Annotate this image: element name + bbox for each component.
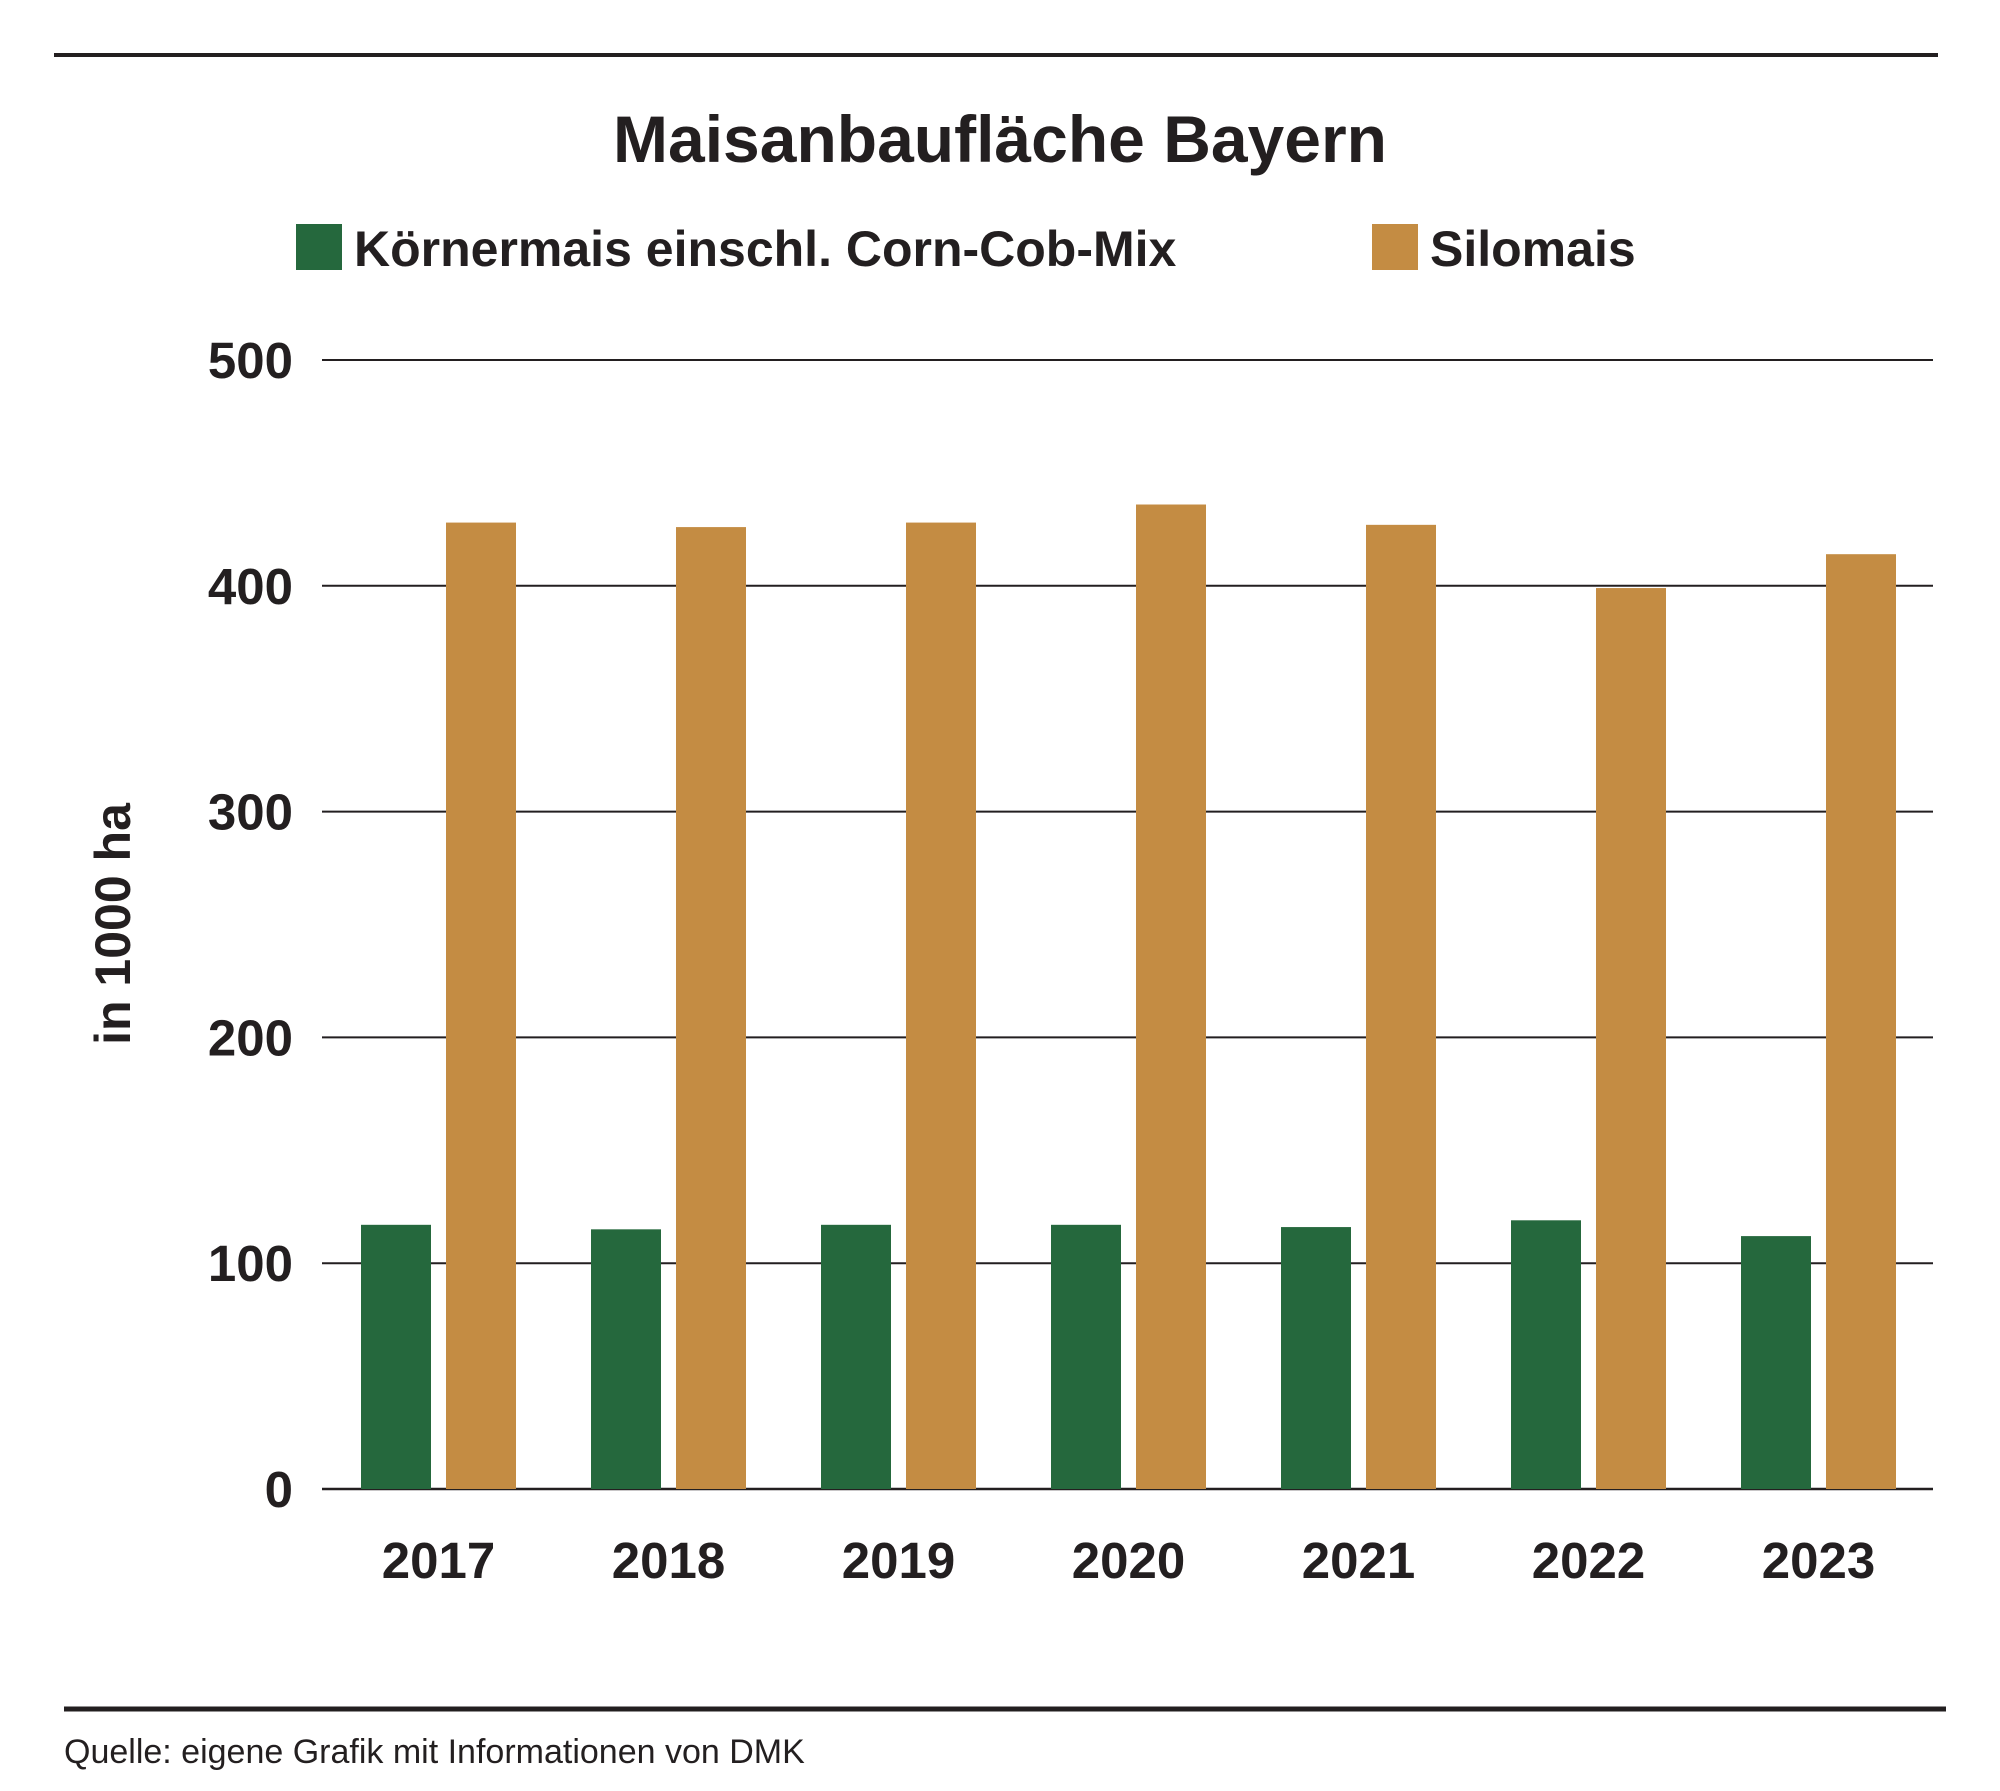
bar-koernermais-2017 xyxy=(361,1224,431,1489)
bar-silomais-2023 xyxy=(1826,554,1896,1489)
y-tick-label-300: 300 xyxy=(208,784,293,841)
bar-silomais-2020 xyxy=(1136,504,1206,1490)
bar-koernermais-2019 xyxy=(821,1224,891,1489)
x-axis-ticks: 2017 2018 2019 2020 2021 2022 2023 xyxy=(382,1532,1875,1589)
bar-silomais-2018 xyxy=(676,527,746,1489)
bar-koernermais-2023 xyxy=(1741,1236,1811,1489)
bar-koernermais-2020 xyxy=(1051,1224,1121,1489)
legend-swatch-koernermais xyxy=(296,224,342,270)
y-tick-label-0: 0 xyxy=(265,1461,293,1518)
y-axis-label: in 1000 ha xyxy=(85,802,141,1045)
bar-koernermais-2022 xyxy=(1511,1220,1581,1489)
legend-swatch-silomais xyxy=(1372,224,1418,270)
legend-label-silomais: Silomais xyxy=(1430,221,1636,277)
x-tick-label-2017: 2017 xyxy=(382,1532,495,1589)
chart-title: Maisanbaufläche Bayern xyxy=(613,102,1387,176)
bar-silomais-2017 xyxy=(446,522,516,1489)
bar-koernermais-2021 xyxy=(1281,1227,1351,1489)
legend-label-koernermais: Körnermais einschl. Corn-Cob-Mix xyxy=(354,221,1177,277)
x-tick-label-2023: 2023 xyxy=(1762,1532,1875,1589)
bars xyxy=(361,504,1896,1490)
y-tick-label-500: 500 xyxy=(208,332,293,389)
legend: Körnermais einschl. Corn-Cob-Mix Silomai… xyxy=(296,221,1636,277)
x-tick-label-2022: 2022 xyxy=(1532,1532,1645,1589)
x-tick-label-2019: 2019 xyxy=(842,1532,955,1589)
gridlines xyxy=(322,359,1933,1491)
x-tick-label-2020: 2020 xyxy=(1072,1532,1185,1589)
bar-silomais-2019 xyxy=(906,522,976,1489)
y-tick-label-400: 400 xyxy=(208,558,293,615)
x-tick-label-2021: 2021 xyxy=(1302,1532,1415,1589)
bar-silomais-2022 xyxy=(1596,588,1666,1489)
bar-silomais-2021 xyxy=(1366,524,1436,1489)
source-note: Quelle: eigene Grafik mit Informationen … xyxy=(64,1733,805,1771)
y-tick-label-100: 100 xyxy=(208,1235,293,1292)
y-tick-label-200: 200 xyxy=(208,1009,293,1066)
y-axis-ticks: 0 100 200 300 400 500 xyxy=(208,332,293,1518)
x-tick-label-2018: 2018 xyxy=(612,1532,725,1589)
bar-koernermais-2018 xyxy=(591,1229,661,1489)
